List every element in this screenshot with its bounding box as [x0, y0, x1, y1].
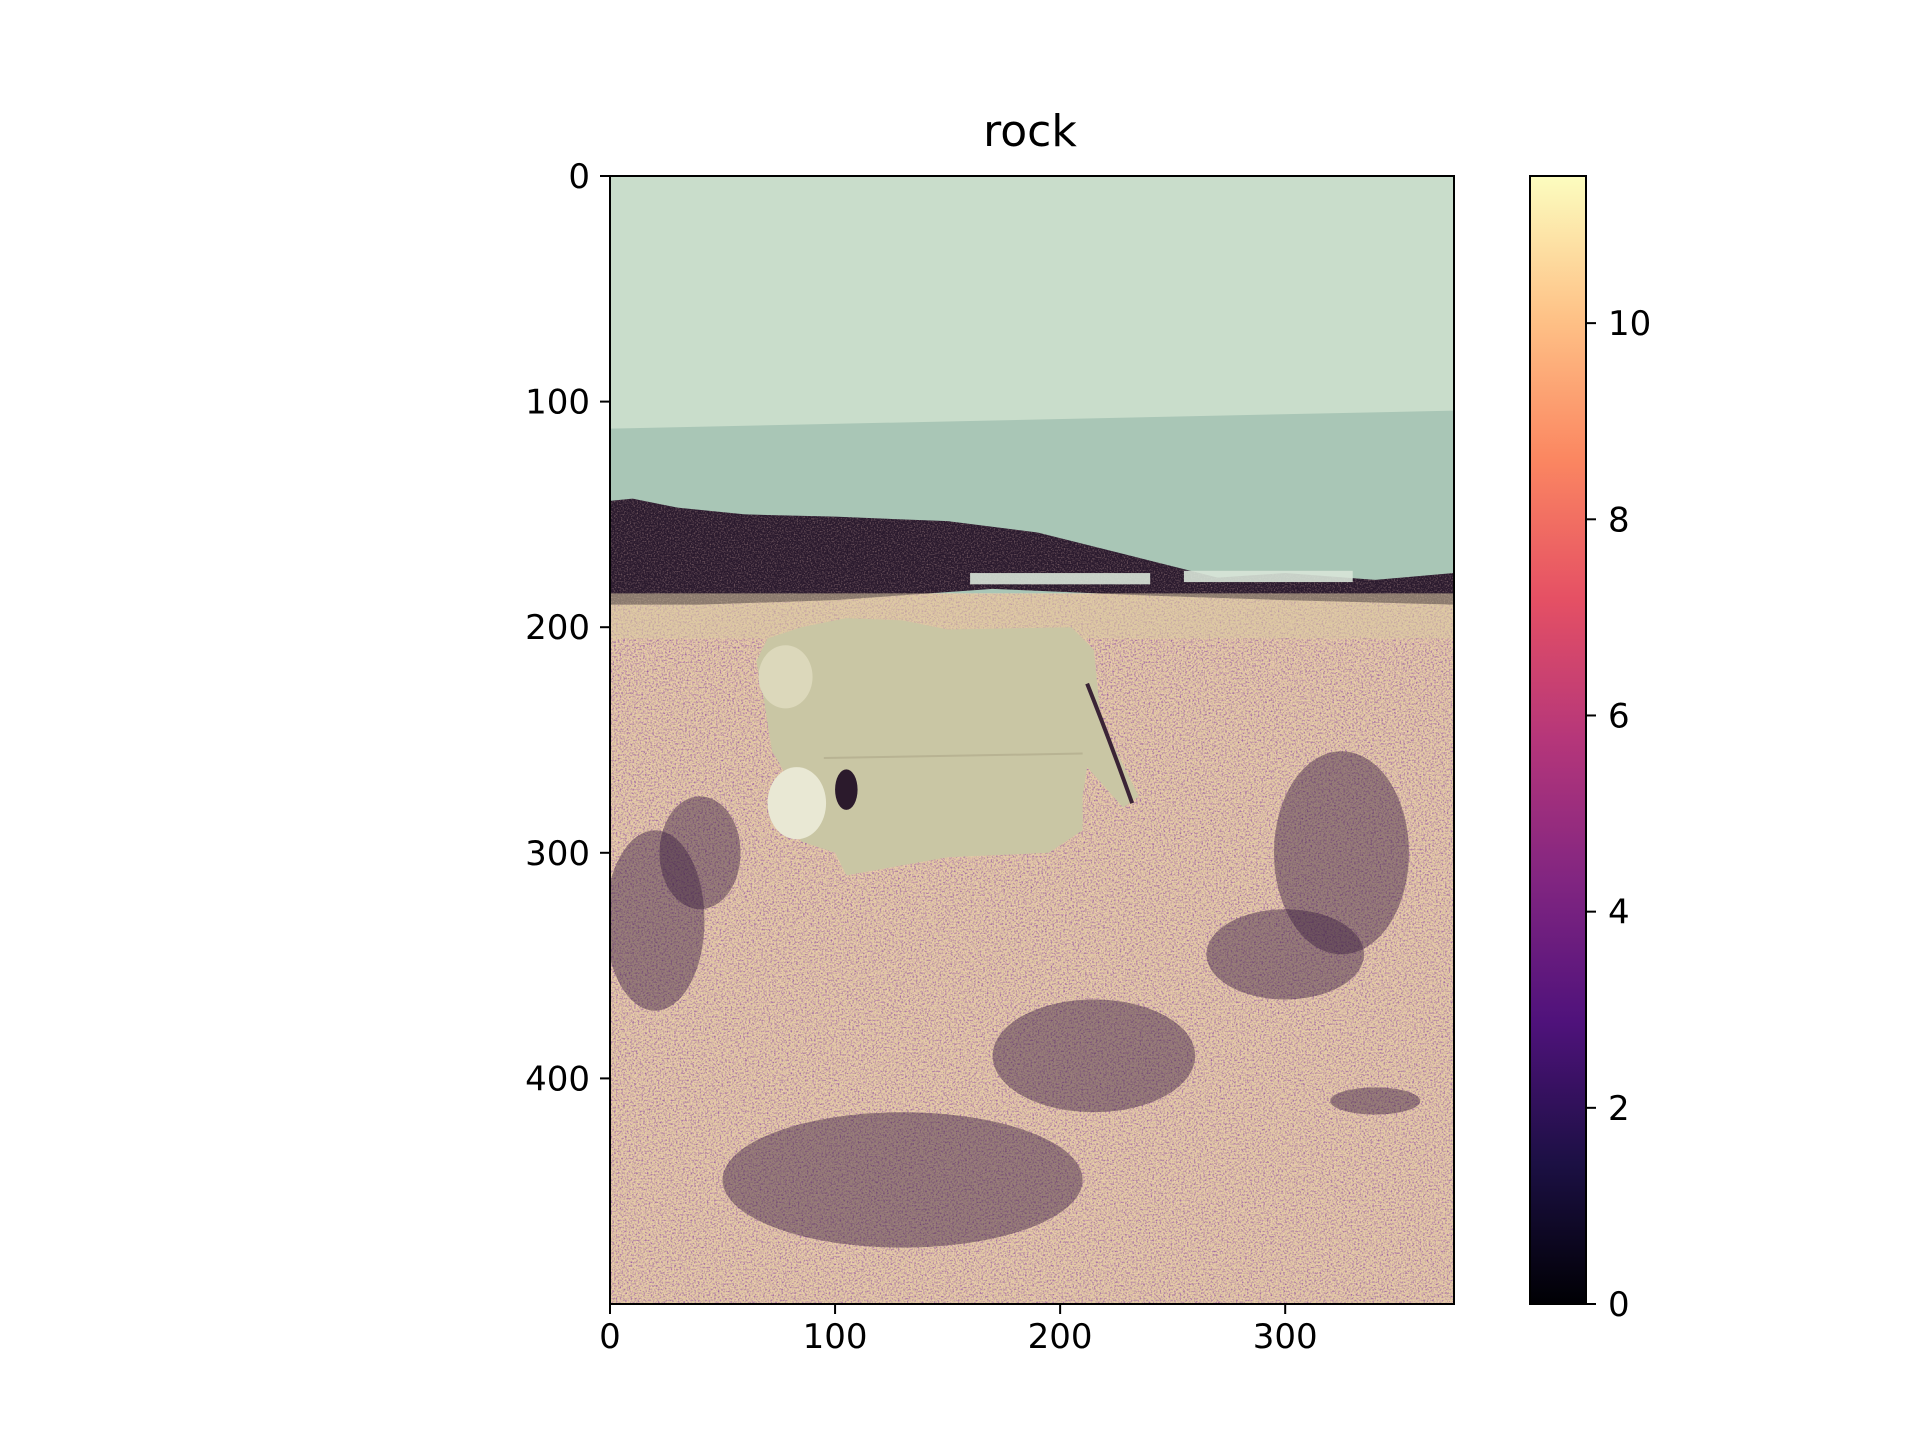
- colorbar: [1530, 176, 1586, 1304]
- y-tick-label: 0: [568, 157, 590, 197]
- colorbar-tick-label: 2: [1608, 1089, 1630, 1129]
- cow-ear: [835, 769, 858, 810]
- plot-frame: [609, 175, 1455, 1305]
- image-heatmap: [610, 176, 1454, 1304]
- cow-tail: [1085, 682, 1135, 804]
- ground-dark-patch: [1330, 1087, 1421, 1115]
- ground-dark-patch: [1273, 751, 1409, 955]
- x-tick-label: 0: [599, 1317, 621, 1357]
- colorbar-frame: [1529, 175, 1587, 1305]
- y-tick-label: 400: [525, 1059, 590, 1099]
- ground-dark-patch: [659, 796, 741, 910]
- cow-divider: [823, 752, 1083, 760]
- ground-dark-patch: [610, 830, 705, 1011]
- colorbar-tick-label: 4: [1608, 893, 1630, 933]
- region-sky: [610, 176, 1454, 431]
- y-tick-label: 200: [525, 608, 590, 648]
- ground-dark-patch: [992, 999, 1196, 1113]
- x-tick-label: 200: [1028, 1317, 1093, 1357]
- y-axis: 0 100 200 300 400: [525, 157, 610, 1099]
- x-axis: 0 100 200 300: [599, 1304, 1318, 1357]
- y-tick-label: 300: [525, 834, 590, 874]
- chart-title: rock: [983, 106, 1077, 157]
- x-tick-label: 100: [803, 1317, 868, 1357]
- y-tick-label: 100: [525, 383, 590, 423]
- cow-head: [767, 767, 827, 840]
- surf-foam: [970, 573, 1151, 585]
- colorbar-tick-label: 8: [1608, 500, 1630, 540]
- colorbar-tick-label: 6: [1608, 696, 1630, 736]
- colorbar-tick-label: 10: [1608, 304, 1651, 344]
- cow-head: [758, 645, 813, 709]
- colorbar-tick-label: 0: [1608, 1285, 1630, 1325]
- colorbar-axis: 0 2 4 6 8 10: [1586, 304, 1651, 1325]
- region-cows: [756, 618, 1139, 876]
- surf-foam: [1183, 570, 1353, 583]
- x-tick-label: 300: [1253, 1317, 1318, 1357]
- ground-dark-patch: [722, 1112, 1083, 1248]
- ground-dark-patch: [1206, 909, 1364, 1000]
